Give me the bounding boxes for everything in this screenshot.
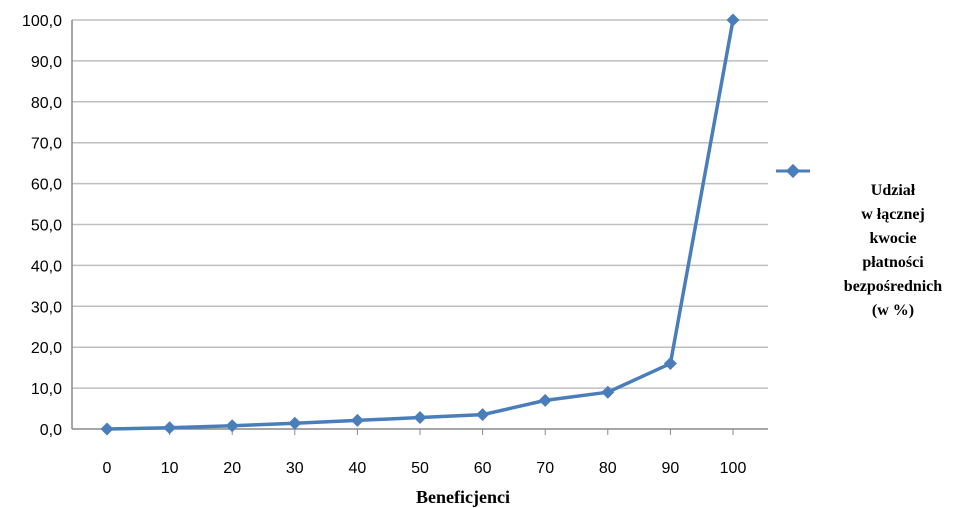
data-point-0-3 xyxy=(288,416,302,430)
data-point-0-1 xyxy=(163,421,177,435)
x-tick-label-2: 20 xyxy=(223,460,241,477)
gridlines xyxy=(71,19,768,435)
x-tick-label-3: 30 xyxy=(286,460,304,477)
y-tick-label-4: 40,0 xyxy=(31,258,62,275)
x-axis-title: Beneficjenci xyxy=(416,487,510,507)
y-tick-label-9: 90,0 xyxy=(31,54,62,71)
data-point-0-8 xyxy=(601,385,615,399)
y-tick-label-5: 50,0 xyxy=(31,218,62,235)
data-point-0-6 xyxy=(476,408,490,422)
y-tick-label-8: 80,0 xyxy=(31,95,62,112)
series-group xyxy=(100,13,740,436)
y-tick-label-2: 20,0 xyxy=(31,340,62,357)
legend-label-line-2: kwocie xyxy=(869,230,916,247)
y-tick-label-10: 100,0 xyxy=(22,13,62,30)
x-tick-label-0: 0 xyxy=(103,460,112,477)
x-axis-tick-labels: 0 10 20 30 40 50 60 70 80 90 100 xyxy=(103,460,747,477)
y-tick-label-3: 30,0 xyxy=(31,299,62,316)
legend-marker-swatch xyxy=(785,163,801,179)
y-tick-label-0: 0,0 xyxy=(40,422,62,439)
x-tick-label-5: 50 xyxy=(411,460,429,477)
data-point-0-5 xyxy=(413,411,427,425)
data-point-0-4 xyxy=(350,413,364,427)
y-axis-tick-labels: 0,0 10,0 20,0 30,0 40,0 50,0 60,0 70,0 80,0 90,0 1… xyxy=(22,13,62,439)
legend: Udział w łącznej kwocie płatności bezpoś… xyxy=(776,163,942,319)
legend-label-line-5: (w %) xyxy=(872,302,914,319)
data-point-0-9 xyxy=(663,357,677,371)
x-tick-label-9: 90 xyxy=(662,460,680,477)
data-point-0-2 xyxy=(225,419,239,433)
x-tick-label-8: 80 xyxy=(599,460,617,477)
legend-label-line-4: bezpośrednich xyxy=(844,278,942,295)
legend-label-line-0: Udział xyxy=(871,182,916,199)
data-point-0-10 xyxy=(726,13,740,27)
legend-label-line-3: płatności xyxy=(862,254,924,271)
x-tick-label-7: 70 xyxy=(536,460,554,477)
y-tick-label-6: 60,0 xyxy=(31,177,62,194)
legend-label-line-1: w łącznej xyxy=(861,206,925,223)
y-tick-label-7: 70,0 xyxy=(31,136,62,153)
x-tick-label-6: 60 xyxy=(474,460,492,477)
y-tick-label-1: 10,0 xyxy=(31,381,62,398)
data-point-0-7 xyxy=(538,393,552,407)
x-tick-label-10: 100 xyxy=(720,460,747,477)
data-point-0-0 xyxy=(100,422,114,436)
x-tick-label-1: 10 xyxy=(161,460,179,477)
x-tick-label-4: 40 xyxy=(349,460,367,477)
